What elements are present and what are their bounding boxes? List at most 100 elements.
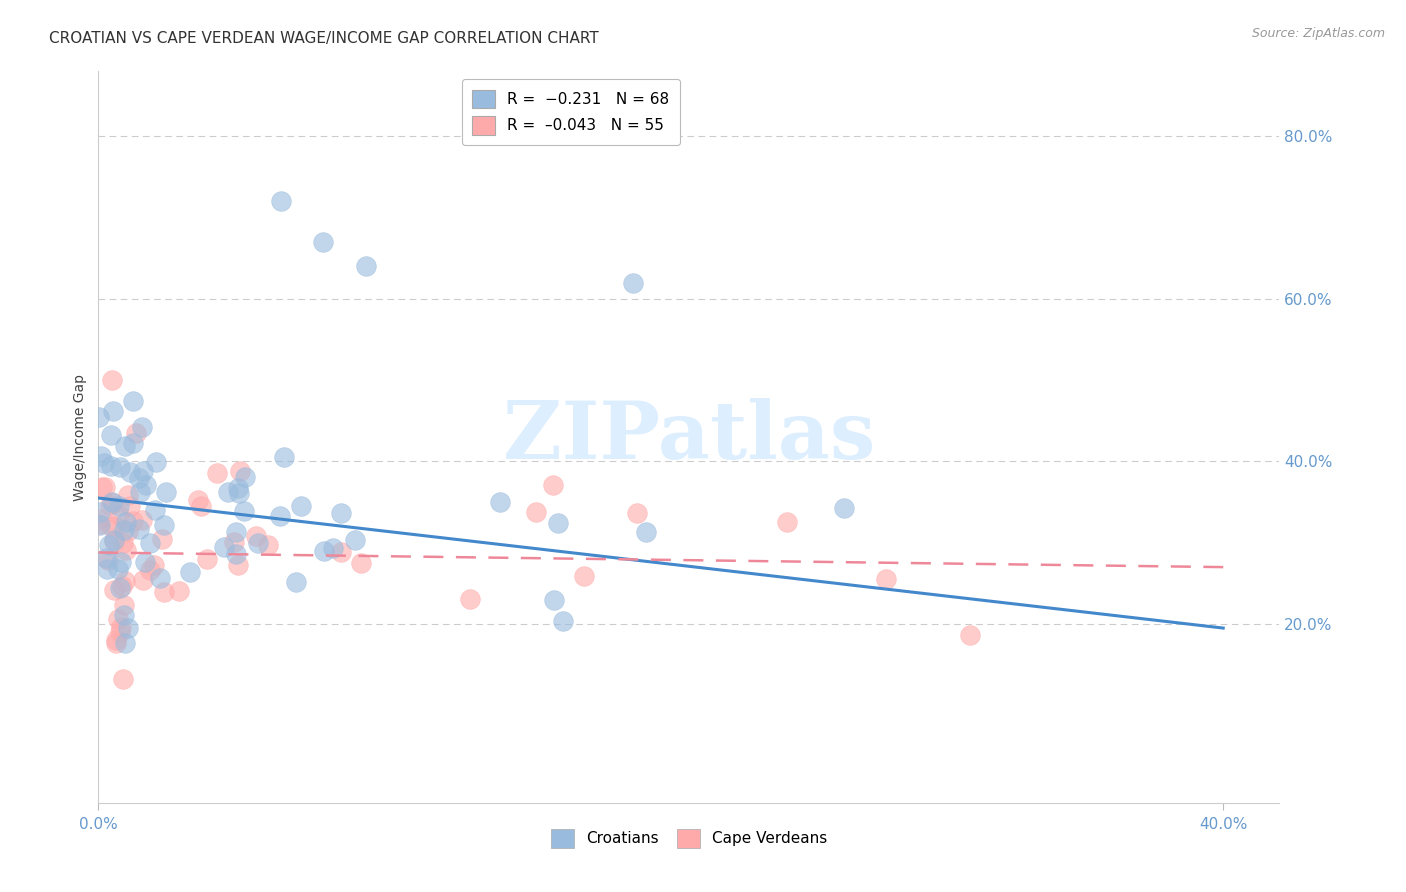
Point	[100, 498, 122, 512]
Point	[195, 552, 218, 566]
Point	[100, 518, 122, 533]
Point	[225, 547, 247, 561]
Point	[98, 537, 121, 551]
Point	[101, 495, 124, 509]
Point	[179, 566, 201, 580]
Point	[117, 621, 139, 635]
Point	[114, 636, 136, 650]
Point	[100, 459, 122, 474]
Point	[233, 470, 256, 484]
Point	[322, 541, 344, 556]
Point	[107, 612, 129, 626]
Point	[131, 573, 153, 587]
Point	[131, 420, 153, 434]
Point	[190, 499, 212, 513]
Point	[87, 517, 110, 532]
Point	[114, 439, 136, 453]
Point	[245, 529, 267, 543]
Point	[226, 558, 249, 573]
Point	[776, 515, 799, 529]
Point	[94, 480, 117, 494]
Point	[634, 525, 657, 540]
Point	[89, 505, 111, 519]
Point	[104, 518, 127, 533]
Point	[224, 534, 246, 549]
Point	[97, 553, 120, 567]
Point	[89, 518, 111, 533]
Point	[187, 493, 209, 508]
Point	[120, 500, 142, 514]
Point	[107, 499, 129, 513]
Point	[875, 572, 897, 586]
Point	[246, 536, 269, 550]
Point	[270, 194, 292, 209]
Point	[96, 562, 118, 576]
Point	[226, 481, 249, 495]
Point	[541, 478, 564, 492]
Point	[129, 484, 152, 499]
Point	[354, 260, 377, 274]
Point	[100, 427, 122, 442]
Point	[225, 524, 247, 539]
Point	[121, 515, 143, 529]
Y-axis label: Wage/Income Gap: Wage/Income Gap	[73, 374, 87, 500]
Point	[135, 477, 157, 491]
Point	[87, 512, 110, 526]
Point	[329, 545, 352, 559]
Point	[103, 534, 125, 549]
Point	[128, 522, 150, 536]
Point	[232, 504, 254, 518]
Point	[115, 515, 138, 529]
Point	[122, 393, 145, 408]
Point	[134, 555, 156, 569]
Point	[150, 532, 173, 546]
Point	[101, 496, 124, 510]
Point	[128, 471, 150, 485]
Point	[350, 556, 373, 570]
Point	[155, 485, 177, 500]
Point	[111, 579, 134, 593]
Point	[112, 608, 135, 623]
Point	[101, 373, 124, 387]
Point	[112, 523, 135, 537]
Point	[832, 501, 855, 516]
Text: ZIPatlas: ZIPatlas	[503, 398, 875, 476]
Point	[551, 614, 574, 628]
Point	[120, 465, 142, 479]
Point	[229, 464, 252, 478]
Point	[122, 436, 145, 450]
Point	[94, 551, 117, 566]
Point	[458, 591, 481, 606]
Point	[312, 235, 335, 249]
Point	[312, 544, 335, 558]
Point	[87, 410, 110, 425]
Point	[524, 505, 547, 519]
Point	[91, 480, 114, 494]
Point	[108, 625, 131, 640]
Point	[547, 516, 569, 531]
Point	[205, 466, 228, 480]
Point	[104, 632, 127, 647]
Point	[108, 508, 131, 522]
Point	[132, 464, 155, 478]
Point	[117, 524, 139, 538]
Point	[212, 541, 235, 555]
Point	[139, 535, 162, 549]
Point	[256, 538, 278, 552]
Point	[111, 535, 134, 549]
Text: Source: ZipAtlas.com: Source: ZipAtlas.com	[1251, 27, 1385, 40]
Point	[167, 583, 190, 598]
Point	[114, 599, 136, 613]
Point	[343, 533, 366, 548]
Point	[107, 561, 129, 575]
Point	[572, 569, 595, 583]
Point	[273, 450, 295, 465]
Point	[285, 574, 308, 589]
Point	[114, 574, 136, 588]
Point	[117, 488, 139, 502]
Point	[93, 456, 115, 470]
Point	[108, 460, 131, 475]
Legend: Croatians, Cape Verdeans: Croatians, Cape Verdeans	[544, 822, 834, 854]
Point	[149, 571, 172, 585]
Point	[228, 486, 250, 500]
